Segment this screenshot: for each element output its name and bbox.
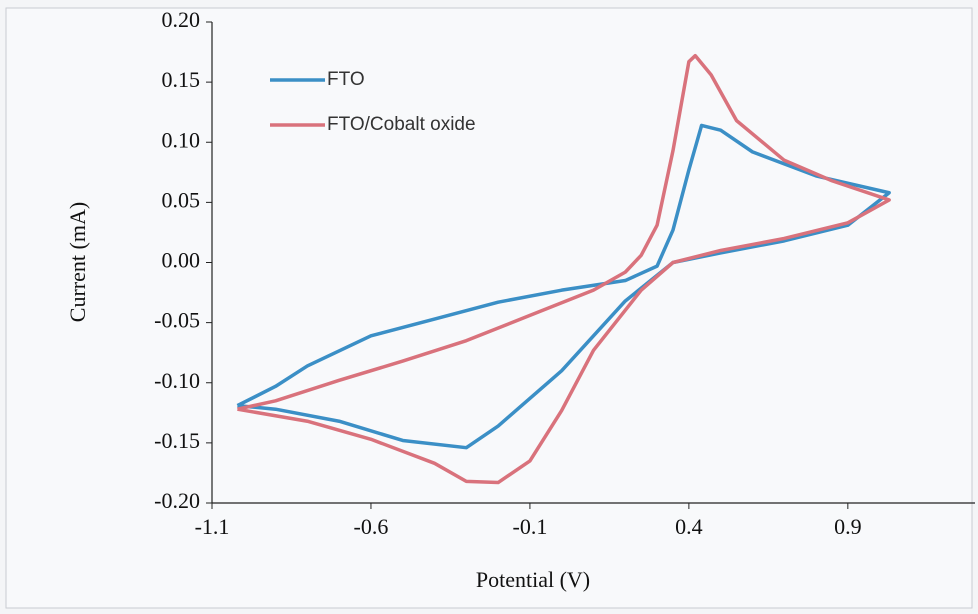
chart-frame [5,7,973,609]
x-tick-label: 0.4 [675,514,703,539]
y-tick-label: -0.20 [154,488,200,513]
x-tick-label: -0.1 [513,514,548,539]
y-axis-title: Current (mA) [65,202,90,322]
x-tick-label: 0.9 [834,514,862,539]
y-tick-label: 0.00 [162,248,201,273]
y-tick-label: -0.10 [154,368,200,393]
data-line [236,123,891,450]
legend: FTO FTO/Cobalt oxide [270,69,476,135]
y-tick-label: 0.10 [162,127,201,152]
x-axis-title: Potential (V) [476,567,590,592]
y-tick-label: 0.05 [162,187,201,212]
data-line [237,53,891,485]
y-tick-label: -0.05 [154,308,200,333]
x-tick-label: -1.1 [195,514,230,539]
legend-label: FTO [327,69,365,90]
y-tick-label: 0.15 [162,67,201,92]
legend-label: FTO/Cobalt oxide [327,114,476,135]
y-tick-label: -0.15 [154,428,200,453]
x-tick-label: -0.6 [354,514,389,539]
y-tick-label: 0.20 [162,7,201,32]
